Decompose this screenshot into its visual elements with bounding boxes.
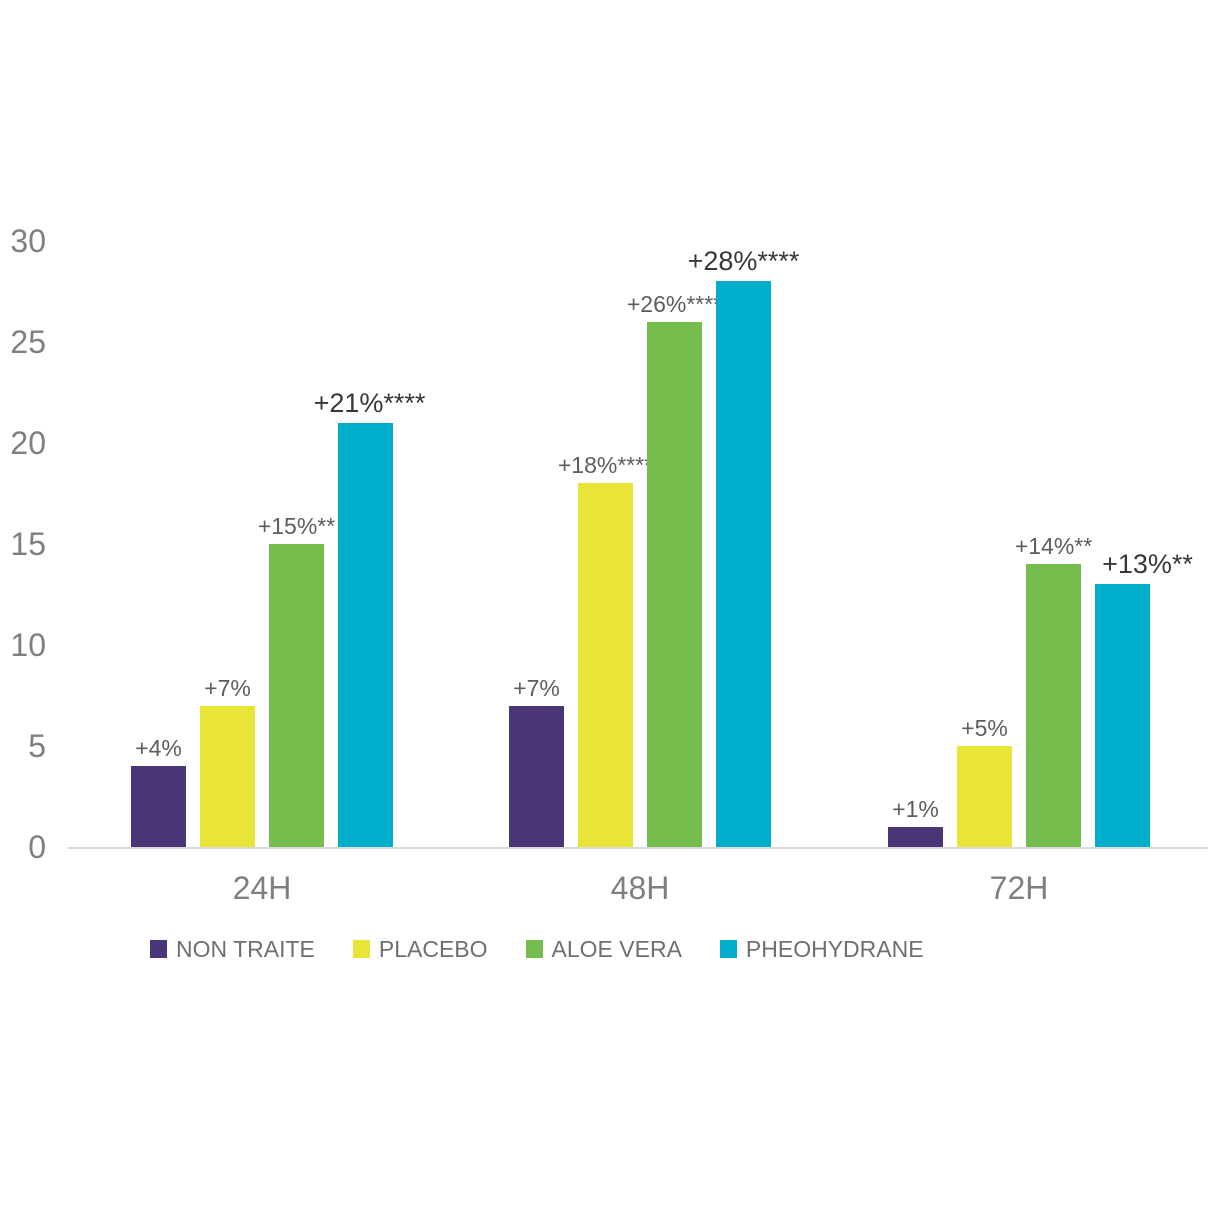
legend: NON TRAITE PLACEBO ALOE VERA PHEOHYDRANE xyxy=(150,936,924,962)
bar-pheohydrane-24h xyxy=(338,422,393,847)
bar-value-label: +15%** xyxy=(257,513,336,539)
bar-value-label: +21%**** xyxy=(313,387,426,418)
bar-non-traite-72h xyxy=(888,826,943,847)
legend-label: NON TRAITE xyxy=(176,936,315,962)
bar-aloe-vera-72h xyxy=(1026,564,1081,847)
bar-pheohydrane-48h xyxy=(716,281,771,847)
bar-non-traite-48h xyxy=(509,705,564,847)
bar-value-label: +26%**** xyxy=(626,290,723,317)
bar-aloe-vera-48h xyxy=(647,321,702,847)
bar-placebo-72h xyxy=(957,746,1012,847)
y-axis-tick-label: 20 xyxy=(10,425,46,461)
y-axis-tick-label: 30 xyxy=(10,223,46,259)
y-axis-tick-label: 0 xyxy=(28,829,46,865)
bar-pheohydrane-72h xyxy=(1095,584,1150,847)
legend-label: PLACEBO xyxy=(378,936,488,962)
bar-aloe-vera-24h xyxy=(269,544,324,847)
legend-item-aloe-vera: ALOE VERA xyxy=(525,936,682,962)
bar-non-traite-24h xyxy=(131,766,186,847)
legend-label: PHEOHYDRANE xyxy=(745,936,924,962)
legend-item-placebo: PLACEBO xyxy=(352,936,488,962)
bar-value-label: +28%**** xyxy=(687,246,800,277)
legend-swatch-non-traite xyxy=(150,940,167,958)
bar-value-label: +18%**** xyxy=(557,452,654,479)
bar-value-label: +7% xyxy=(204,674,251,701)
x-axis-category-label-48h: 48H xyxy=(610,870,670,906)
bar-placebo-48h xyxy=(578,483,633,847)
legend-swatch-aloe-vera xyxy=(525,940,543,958)
bar-value-label: +7% xyxy=(513,674,560,701)
bar-value-label: +13%** xyxy=(1102,549,1193,580)
bar-placebo-24h xyxy=(200,705,255,847)
legend-swatch-placebo xyxy=(352,940,370,958)
y-axis-tick-label: 15 xyxy=(10,526,46,562)
bar-value-label: +5% xyxy=(961,715,1008,741)
y-axis-tick-label: 5 xyxy=(28,728,46,764)
legend-item-pheohydrane: PHEOHYDRANE xyxy=(719,936,924,962)
x-axis-category-label-24h: 24H xyxy=(232,870,292,906)
y-axis-tick-label: 25 xyxy=(10,324,46,360)
legend-item-non-traite: NON TRAITE xyxy=(150,936,315,962)
x-axis-category-label-72h: 72H xyxy=(989,870,1049,906)
x-axis-line xyxy=(68,847,1208,849)
legend-label: ALOE VERA xyxy=(551,936,682,962)
bar-value-label: +4% xyxy=(135,735,182,762)
bar-value-label: +1% xyxy=(892,795,939,822)
bar-value-label: +14%** xyxy=(1014,533,1093,560)
y-axis-tick-label: 10 xyxy=(10,627,46,663)
legend-swatch-pheohydrane xyxy=(719,940,737,958)
